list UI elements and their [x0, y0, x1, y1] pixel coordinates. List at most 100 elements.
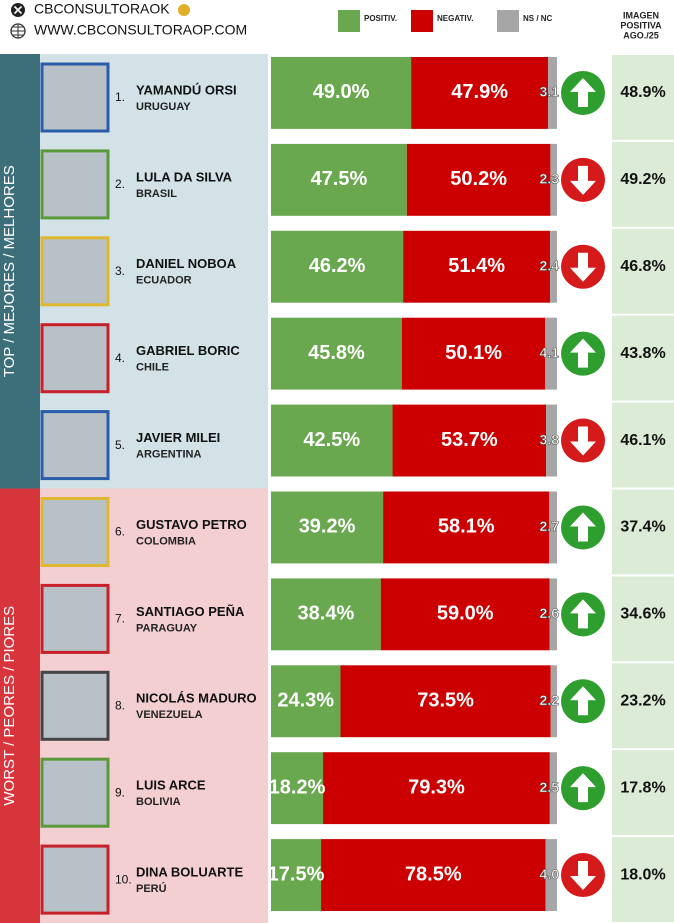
bar-segment	[271, 143, 407, 216]
country: COLOMBIA	[136, 535, 196, 547]
photo	[40, 844, 110, 915]
value-label: 38.4%	[298, 603, 355, 625]
previous-cell	[612, 576, 674, 662]
value-label: 4.1	[540, 344, 560, 360]
previous-value: 49.2%	[620, 171, 665, 188]
politician-name: GABRIEL BORIC	[136, 343, 240, 358]
web-icon-lines	[11, 24, 25, 38]
trend-arrow	[561, 331, 605, 376]
politician-name: SANTIAGO PEÑA	[136, 604, 245, 619]
previous-cell	[612, 228, 674, 314]
bar-segment	[271, 317, 402, 390]
previous-cell	[612, 489, 674, 575]
trend-arrow	[561, 505, 605, 550]
value-label: 59.0%	[437, 603, 494, 625]
photo	[40, 410, 110, 481]
value-label: 2.2	[540, 692, 560, 708]
trend-arrow-shape	[570, 252, 596, 282]
previous-value: 48.9%	[620, 84, 665, 101]
x-icon-mark	[13, 5, 23, 15]
value-label: 42.5%	[303, 429, 360, 451]
trend-arrow	[561, 766, 605, 811]
trend-arrow-shape	[570, 77, 596, 107]
trend-arrow	[561, 853, 605, 898]
value-label: 24.3%	[277, 690, 334, 712]
previous-cell	[612, 141, 674, 227]
value-label: 49.0%	[313, 81, 370, 103]
photo	[40, 62, 110, 133]
value-label: 2.3	[540, 171, 560, 187]
rank: 10.	[115, 872, 132, 886]
value-label: 47.9%	[451, 81, 508, 103]
previous-value: 46.1%	[620, 432, 665, 449]
country: BRASIL	[136, 188, 177, 200]
politician-name: DINA BOLUARTE	[136, 865, 243, 880]
rank: 3.	[115, 264, 125, 278]
bar-segment	[271, 57, 412, 129]
photo	[40, 236, 110, 307]
bar-segment	[545, 839, 557, 911]
politician-name: JAVIER MILEI	[136, 430, 220, 445]
legend-label: POSITIV.	[364, 14, 397, 23]
previous-value: 43.8%	[620, 345, 665, 362]
value-label: 18.2%	[269, 776, 326, 798]
value-label: 17.5%	[268, 863, 325, 885]
website: WWW.CBCONSULTORAOP.COM	[34, 22, 247, 38]
country: ECUADOR	[136, 275, 192, 287]
previous-cell	[612, 402, 674, 488]
politician-name: NICOLÁS MADURO	[136, 691, 257, 706]
politician-name: DANIEL NOBOA	[136, 256, 237, 271]
bar-segment	[271, 491, 384, 564]
country: PERÚ	[136, 882, 167, 895]
trend-arrow	[561, 592, 605, 637]
trend-arrow	[561, 418, 605, 463]
photo	[40, 497, 110, 567]
rank: 8.	[115, 698, 125, 712]
trend-arrow-shape	[570, 165, 596, 195]
bar-segment	[549, 491, 557, 564]
politician-name: YAMANDÚ ORSI	[136, 82, 237, 97]
previous-value: 23.2%	[620, 692, 665, 709]
politician-name: LUIS ARCE	[136, 778, 206, 793]
rank: 5.	[115, 438, 125, 452]
trend-arrow-shape	[570, 338, 596, 368]
rank: 9.	[115, 785, 125, 799]
bar-segment	[271, 752, 324, 825]
bar-segment	[550, 230, 557, 303]
rank: 1.	[115, 90, 125, 104]
value-label: 79.3%	[408, 776, 465, 798]
photo	[40, 583, 110, 654]
rank: 2.	[115, 177, 125, 191]
trend-arrow-shape	[570, 861, 596, 891]
trend-arrow-shape	[570, 599, 596, 629]
bar-segment	[550, 143, 557, 216]
bar-segment	[380, 578, 550, 651]
group-sidebar	[0, 54, 40, 489]
value-label: 39.2%	[299, 516, 356, 538]
rank: 7.	[115, 612, 125, 626]
country: ARGENTINA	[136, 449, 201, 461]
legend-swatch	[338, 10, 360, 32]
trend-arrow-shape	[570, 686, 596, 716]
rank: 4.	[115, 351, 125, 365]
value-label: 53.7%	[441, 429, 498, 451]
verified-badge	[178, 4, 190, 16]
bar-segment	[411, 57, 549, 129]
column-header: IMAGEN	[623, 10, 659, 20]
bar-segment	[549, 578, 557, 651]
value-label: 50.1%	[445, 342, 502, 364]
country: VENEZUELA	[136, 709, 203, 721]
previous-value: 37.4%	[620, 519, 665, 536]
bar-segment	[340, 665, 551, 738]
trend-arrow	[561, 157, 605, 202]
bar-segment	[406, 143, 551, 216]
politician-name: GUSTAVO PETRO	[136, 517, 247, 532]
bar-segment	[271, 839, 322, 911]
previous-value: 34.6%	[620, 606, 665, 623]
value-label: 2.4	[540, 257, 560, 273]
value-label: 46.2%	[309, 255, 366, 277]
value-label: 45.8%	[308, 342, 365, 364]
bar-segment	[383, 491, 550, 564]
previous-value: 46.8%	[620, 258, 665, 275]
